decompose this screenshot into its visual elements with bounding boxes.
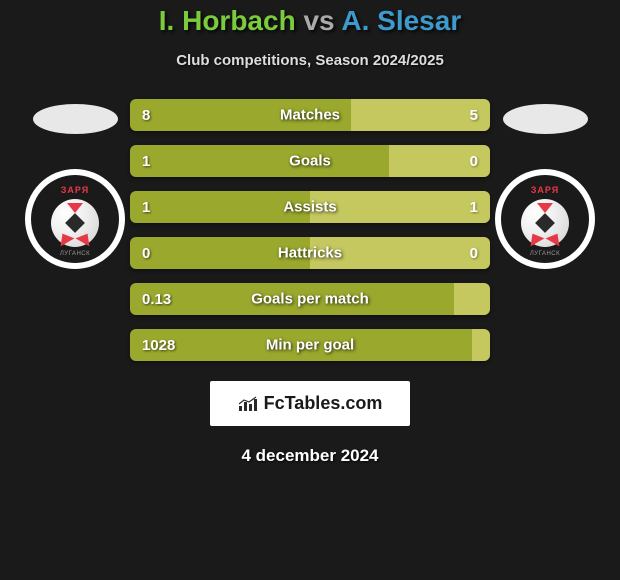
stat-label: Goals [289, 153, 331, 170]
stat-right-value: 1 [310, 191, 490, 223]
player2-photo-placeholder [503, 104, 588, 134]
stat-label: Assists [283, 199, 336, 216]
stat-bar: 11Assists [130, 191, 490, 223]
badge-top-text: ЗАРЯ [61, 185, 89, 195]
stat-bar: 10 Goals [130, 145, 490, 177]
chart-icon [238, 396, 258, 412]
stat-bar: 85Matches [130, 99, 490, 131]
stat-right-value: 0 [389, 145, 490, 177]
vs-text: vs [303, 5, 334, 36]
stats-column: 85Matches10Goals11Assists00Hattricks0.13… [130, 99, 490, 361]
right-side: ЗАРЯ ЛУГАНСК [490, 99, 600, 269]
stat-bar: 00Hattricks [130, 237, 490, 269]
stat-right-value: 5 [351, 99, 490, 131]
date-text: 4 december 2024 [241, 446, 378, 466]
main-row: ЗАРЯ ЛУГАНСК 85Matches10Goals11Assists00… [0, 99, 620, 361]
infographic-container: I. Horbach vs A. Slesar Club competition… [0, 0, 620, 580]
stat-label: Matches [280, 107, 340, 124]
badge-top-text: ЗАРЯ [531, 185, 559, 195]
stat-bar: 1028Min per goal [130, 329, 490, 361]
badge-ball-icon [521, 199, 569, 247]
player1-photo-placeholder [33, 104, 118, 134]
attribution-text: FcTables.com [264, 393, 383, 414]
player1-team-badge: ЗАРЯ ЛУГАНСК [25, 169, 125, 269]
stat-right-value [472, 329, 490, 361]
subtitle: Club competitions, Season 2024/2025 [176, 52, 444, 69]
stat-left-value: 1 [130, 145, 389, 177]
stat-label: Min per goal [266, 337, 354, 354]
title-row: I. Horbach vs A. Slesar [159, 5, 461, 37]
stat-bar: 0.13Goals per match [130, 283, 490, 315]
stat-label: Goals per match [251, 291, 369, 308]
badge-ball-icon [51, 199, 99, 247]
stat-right-value [454, 283, 490, 315]
left-side: ЗАРЯ ЛУГАНСК [20, 99, 130, 269]
player1-name: I. Horbach [159, 5, 296, 36]
stat-label: Hattricks [278, 245, 342, 262]
badge-bottom-text: ЛУГАНСК [530, 251, 560, 257]
badge-bottom-text: ЛУГАНСК [60, 251, 90, 257]
player2-team-badge: ЗАРЯ ЛУГАНСК [495, 169, 595, 269]
player2-name: A. Slesar [341, 5, 461, 36]
attribution-badge: FcTables.com [210, 381, 411, 426]
